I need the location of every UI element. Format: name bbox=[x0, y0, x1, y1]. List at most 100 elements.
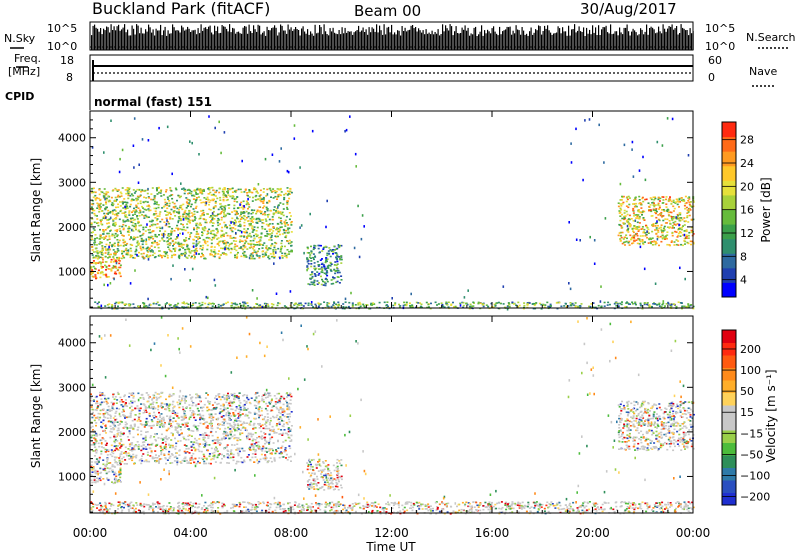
power-cell bbox=[289, 187, 292, 190]
nsky-label: N.Sky bbox=[4, 32, 36, 45]
velocity-cell bbox=[245, 400, 248, 403]
power-cell bbox=[125, 214, 128, 216]
velocity-cell bbox=[236, 427, 239, 429]
power-cell bbox=[593, 262, 596, 265]
power-cell bbox=[90, 223, 93, 226]
nsky-bar bbox=[382, 34, 384, 50]
velocity-cell bbox=[152, 407, 155, 410]
velocity-cell bbox=[248, 401, 251, 404]
velocity-cell bbox=[114, 419, 117, 421]
power-cell bbox=[99, 276, 102, 279]
power-cell bbox=[188, 238, 191, 240]
velocity-cell bbox=[180, 399, 183, 402]
power-cell bbox=[257, 198, 260, 200]
nsky-bar bbox=[349, 31, 351, 50]
power-cell bbox=[649, 237, 652, 240]
power-cell bbox=[342, 303, 345, 305]
power-cell bbox=[650, 238, 653, 240]
power-cell bbox=[600, 285, 602, 288]
power-cell bbox=[290, 221, 293, 223]
power-cell bbox=[146, 192, 149, 195]
nsky-bar bbox=[326, 34, 328, 50]
power-cell bbox=[192, 198, 195, 200]
power-cell bbox=[404, 304, 407, 306]
power-cell bbox=[669, 306, 672, 308]
power-cell bbox=[271, 216, 274, 218]
velocity-cell bbox=[200, 417, 203, 419]
power-cell bbox=[313, 244, 316, 247]
power-cell bbox=[327, 267, 330, 269]
power-cell bbox=[627, 241, 630, 244]
power-cell bbox=[664, 238, 666, 240]
power-cell bbox=[668, 214, 671, 217]
power-cell bbox=[169, 218, 172, 220]
velocity-cell bbox=[251, 453, 254, 455]
power-cell bbox=[325, 267, 328, 270]
power-cell bbox=[282, 214, 285, 217]
velocity-cell bbox=[190, 435, 193, 437]
nsky-bar bbox=[670, 26, 672, 50]
power-cell bbox=[342, 306, 345, 308]
power-cell bbox=[243, 228, 246, 230]
nsky-bar bbox=[445, 25, 447, 50]
power-cell bbox=[621, 203, 624, 205]
power-cell bbox=[113, 209, 116, 211]
power-cell bbox=[266, 233, 269, 235]
nsky-bar bbox=[346, 32, 348, 50]
power-cell bbox=[687, 221, 690, 223]
power-cell bbox=[152, 198, 155, 201]
power-cell bbox=[415, 301, 418, 304]
power-cell bbox=[147, 139, 150, 142]
velocity-cell bbox=[112, 417, 115, 419]
power-cell bbox=[211, 236, 214, 239]
power-cell bbox=[330, 283, 333, 285]
power-cell bbox=[163, 240, 166, 242]
power-cell bbox=[223, 188, 226, 191]
power-cell bbox=[105, 212, 108, 215]
power-cell bbox=[677, 301, 680, 303]
power-cell bbox=[104, 237, 107, 239]
power-cell bbox=[227, 190, 230, 192]
power-cell bbox=[127, 227, 130, 230]
nsky-bar bbox=[205, 27, 207, 50]
power-cell bbox=[194, 302, 197, 304]
power-cell bbox=[237, 305, 240, 308]
power-cell bbox=[430, 302, 432, 305]
power-cell bbox=[236, 257, 238, 259]
power-cell bbox=[185, 256, 188, 259]
power-cell bbox=[174, 250, 176, 252]
power-cell bbox=[228, 207, 231, 209]
power-cell bbox=[588, 118, 591, 121]
velocity-cell bbox=[229, 401, 232, 404]
power-cell bbox=[105, 191, 108, 193]
power-cell bbox=[153, 241, 156, 244]
nsky-bar bbox=[407, 30, 409, 50]
power-cell bbox=[216, 232, 219, 234]
power-cell bbox=[335, 256, 337, 259]
power-cell bbox=[128, 214, 131, 216]
nsky-bar bbox=[218, 33, 220, 50]
power-cell bbox=[112, 256, 115, 258]
power-cell bbox=[186, 244, 189, 247]
power-cell bbox=[124, 240, 127, 243]
power-cell bbox=[239, 220, 242, 223]
nsky-bar bbox=[457, 33, 459, 50]
power-cell bbox=[141, 243, 144, 246]
power-cell bbox=[637, 237, 640, 240]
power-cell bbox=[651, 240, 654, 243]
power-cell bbox=[128, 191, 131, 193]
nsky-bar bbox=[220, 32, 222, 50]
power-cell bbox=[94, 241, 97, 243]
power-cell bbox=[340, 255, 343, 257]
nsky-bar bbox=[380, 30, 382, 50]
power-cell bbox=[173, 305, 176, 307]
power-cell bbox=[641, 197, 644, 200]
power-cell bbox=[170, 232, 173, 235]
power-cell bbox=[340, 256, 343, 259]
power-cell bbox=[626, 224, 629, 228]
power-cell bbox=[91, 203, 94, 206]
power-cell bbox=[326, 305, 329, 307]
power-cell bbox=[124, 208, 127, 210]
power-cell bbox=[264, 235, 267, 237]
power-cell bbox=[329, 268, 332, 271]
